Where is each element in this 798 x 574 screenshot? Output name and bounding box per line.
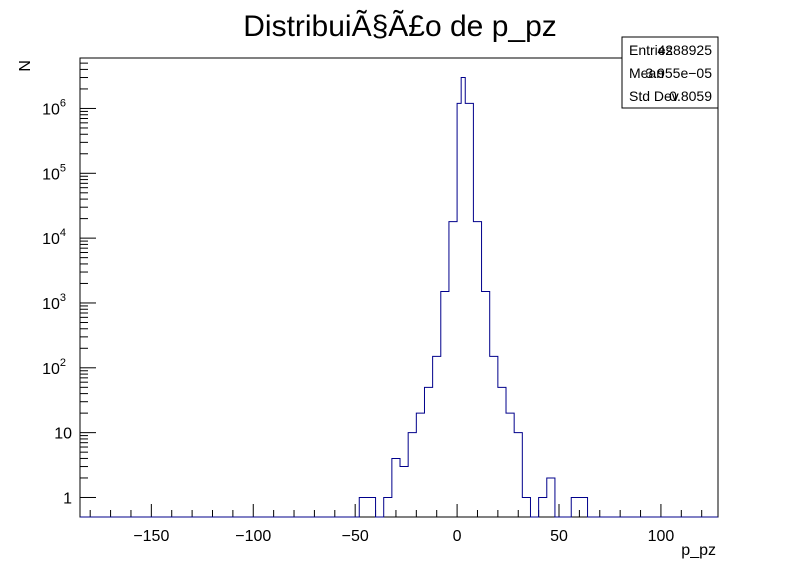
y-axis-ticks: 1 10 102 103 104 105 106 xyxy=(42,57,96,507)
x-tick-label: −100 xyxy=(235,528,271,545)
y-tick-label: 105 xyxy=(42,162,66,183)
x-tick-label: 0 xyxy=(453,528,462,545)
stats-box: Entries 4288925 Mean 3.955e−05 Std Dev 0… xyxy=(621,36,719,109)
histogram-outline xyxy=(80,77,718,518)
y-tick-label: 102 xyxy=(42,357,66,378)
x-axis-label: p_pz xyxy=(681,542,716,559)
plot-frame xyxy=(79,57,719,518)
y-tick-label: 10 xyxy=(54,426,72,443)
chart-title: DistribuiÃ§Ã£o de p_pz xyxy=(243,9,557,43)
stats-stddev-value: 0.8059 xyxy=(669,88,712,104)
y-tick-label: 104 xyxy=(42,227,66,248)
y-tick-label: 1 xyxy=(63,490,72,507)
y-axis-label: N xyxy=(17,60,34,72)
x-tick-label: −50 xyxy=(342,528,369,545)
x-axis-ticks: −150 −100 −50 0 50 100 xyxy=(89,504,703,545)
x-tick-label: 100 xyxy=(648,528,675,545)
stats-mean-label: Mean xyxy=(629,65,664,81)
stats-entries-value: 4288925 xyxy=(657,42,712,58)
y-tick-label: 106 xyxy=(42,97,66,118)
stats-mean-value: 3.955e−05 xyxy=(645,65,712,81)
x-tick-label: 50 xyxy=(550,528,568,545)
stats-box-frame xyxy=(621,36,719,109)
y-tick-label: 103 xyxy=(42,292,66,313)
stats-entries-label: Entries xyxy=(629,42,673,58)
x-tick-label: −150 xyxy=(133,528,169,545)
stats-stddev-label: Std Dev xyxy=(629,88,679,104)
